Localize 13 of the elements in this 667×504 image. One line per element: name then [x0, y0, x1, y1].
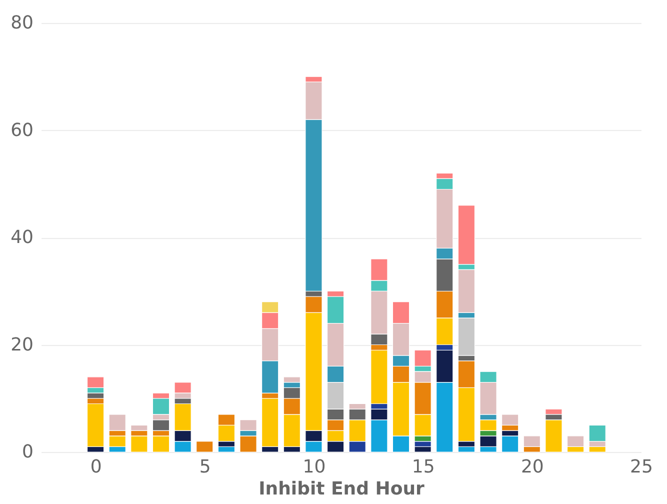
y-tick-label: 0 [22, 442, 34, 462]
y-tick-label: 80 [10, 12, 34, 34]
x-tick-label: 20 [520, 456, 544, 478]
x-tick-label: 0 [90, 456, 102, 478]
x-tick-label: 10 [302, 456, 326, 478]
x-tick-label: 5 [199, 456, 211, 478]
x-axis-title: Inhibit End Hour [258, 478, 425, 500]
y-tick-label: 20 [10, 334, 34, 356]
x-tick-label: 15 [412, 456, 435, 478]
bar [196, 440, 214, 452]
y-tick-label: 60 [10, 120, 34, 141]
y-tick-label: 40 [10, 227, 34, 248]
x-tick-label: 25 [630, 456, 653, 478]
